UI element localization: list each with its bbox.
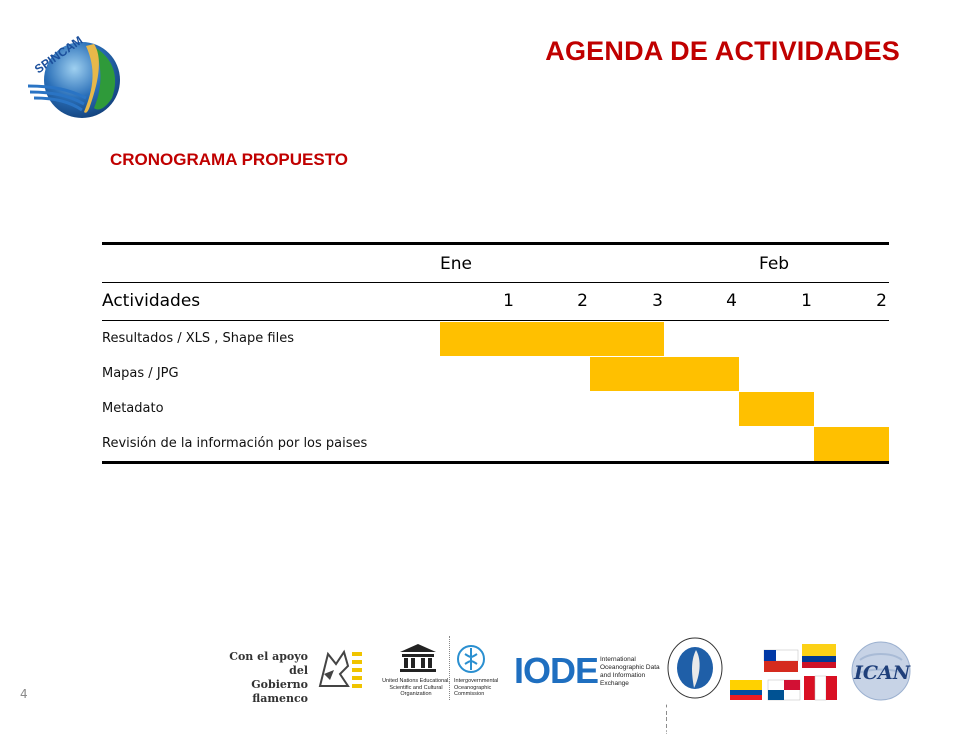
country-flags-icon: [730, 644, 837, 701]
ican-globe-icon: [851, 641, 911, 701]
month-label: Feb: [759, 254, 790, 274]
cpps-emblem-icon: [667, 637, 723, 699]
table-top-rule: [102, 242, 889, 245]
activity-label: Metadato: [102, 401, 164, 416]
activity-row: Revisión de la información por los paise…: [102, 426, 889, 461]
activity-row: Metadato: [102, 391, 889, 426]
activities-header: Actividades: [102, 291, 201, 311]
schedule-bar: [739, 392, 814, 426]
week-number: 1: [503, 291, 514, 311]
schedule-table: Ene Feb Actividades 1 2 3 4 1 2 Resultad…: [102, 242, 889, 464]
week-number: 1: [801, 291, 812, 311]
unesco-temple-icon: [400, 644, 436, 672]
table-bottom-rule: [102, 461, 889, 464]
activity-row: Mapas / JPG: [102, 356, 889, 391]
page-number: 4: [20, 687, 28, 701]
months-row: Ene Feb: [102, 245, 889, 282]
weeks-row: Actividades 1 2 3 4 1 2: [102, 283, 889, 320]
section-subtitle: CRONOGRAMA PROPUESTO: [110, 150, 349, 169]
cpps-caption: COMISIÓN PERMANENTE DEL PACÍFICO SUR: [666, 704, 667, 737]
unesco-caption: United Nations Educational, Scientific a…: [382, 678, 450, 697]
ioc-emblem-icon: [457, 645, 485, 673]
week-number: 4: [726, 291, 737, 311]
iode-caption: International Oceanographic Data and Inf…: [600, 656, 660, 687]
flemish-line-1: Con el apoyo del: [229, 650, 308, 677]
unesco-ioc-logo: United Nations Educational, Scientific a…: [376, 632, 511, 707]
schedule-bar: [440, 322, 665, 356]
month-label: Ene: [440, 254, 472, 274]
week-number: 3: [652, 291, 663, 311]
flemish-lion-icon: [318, 649, 362, 688]
week-number: 2: [577, 291, 588, 311]
ican-wordmark: ICAN: [854, 662, 911, 684]
table-weeks-rule: [102, 320, 889, 321]
ican-logo: ICAN: [848, 632, 914, 707]
activity-label: Resultados / XLS , Shape files: [102, 331, 294, 346]
cpps-logo: COMISIÓN PERMANENTE DEL PACÍFICO SUR: [666, 632, 726, 736]
flemish-line-2: Gobierno flamenco: [251, 678, 308, 705]
activity-label: Mapas / JPG: [102, 366, 179, 381]
flemish-government-logo: Con el apoyo del Gobierno flamenco: [214, 632, 374, 707]
iode-logo: IODE International Oceanographic Data an…: [514, 632, 662, 707]
week-number: 2: [876, 291, 887, 311]
iode-wordmark: IODE: [514, 650, 599, 691]
divider: [449, 636, 451, 700]
activity-row: Resultados / XLS , Shape files: [102, 321, 889, 356]
member-flags: [730, 632, 840, 707]
slide-title: AGENDA DE ACTIVIDADES: [545, 36, 900, 66]
schedule-bar: [814, 427, 889, 461]
schedule-bar: [589, 357, 740, 391]
table-header-rule: [102, 282, 889, 283]
spincam-logo: SPINCAM: [27, 33, 120, 118]
ioc-caption: Intergovernmental Oceanographic Commissi…: [454, 678, 499, 697]
activity-rows: Resultados / XLS , Shape files Mapas / JP…: [102, 321, 889, 461]
activity-label: Revisión de la información por los paise…: [102, 436, 368, 451]
